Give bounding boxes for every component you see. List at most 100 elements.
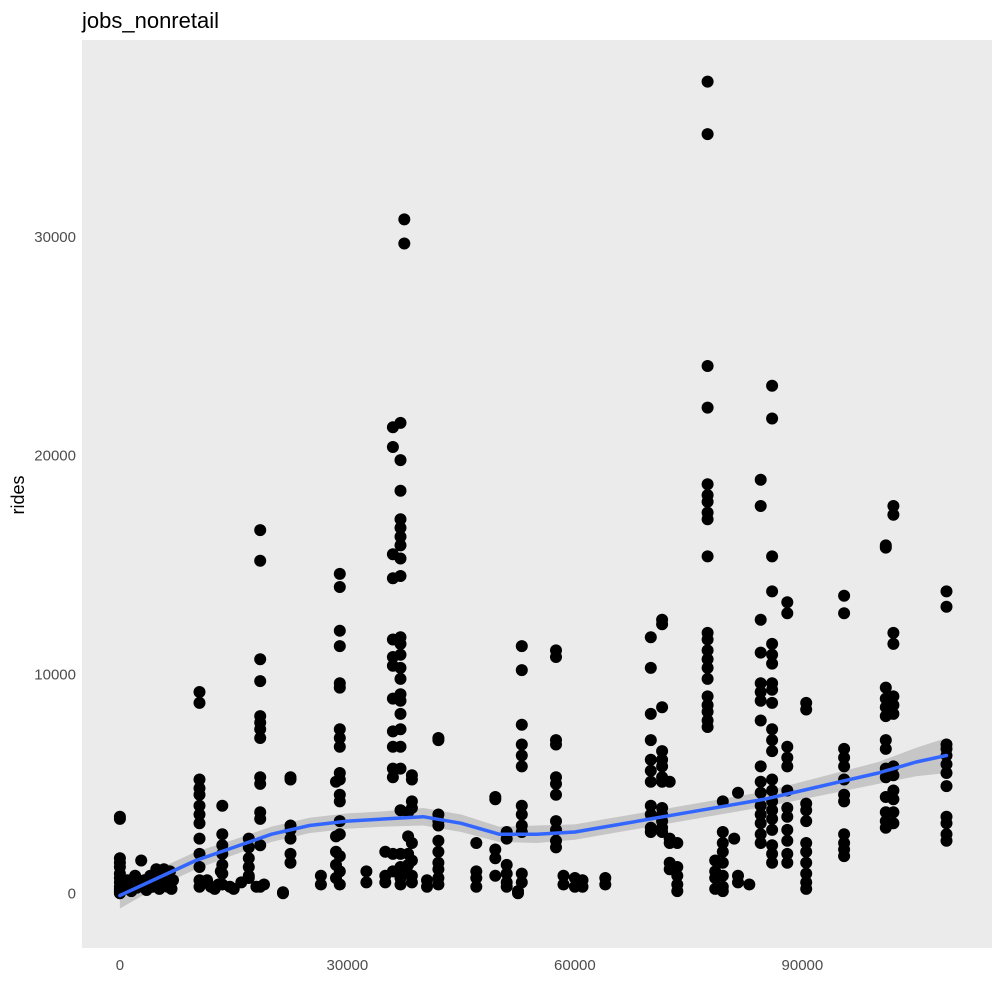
- data-point: [254, 732, 267, 744]
- data-point: [135, 854, 148, 867]
- data-point: [754, 828, 767, 841]
- data-point: [732, 876, 744, 889]
- y-axis-label: rides: [8, 475, 28, 514]
- data-point: [193, 861, 206, 873]
- y-tick-label: 10000: [34, 667, 76, 684]
- smooth-trend-line: [118, 753, 949, 898]
- data-point: [701, 653, 714, 666]
- data-point: [254, 812, 267, 825]
- data-point: [701, 550, 714, 563]
- data-point: [515, 738, 528, 751]
- data-point: [766, 723, 779, 736]
- data-point: [701, 633, 714, 646]
- data-point: [489, 852, 502, 865]
- data-point: [394, 762, 407, 775]
- data-point: [333, 723, 346, 736]
- data-point: [766, 847, 779, 860]
- data-point: [550, 651, 562, 663]
- data-point: [394, 530, 407, 543]
- data-point: [800, 815, 813, 828]
- data-point: [500, 867, 513, 880]
- smooth-line-layer: [118, 753, 949, 898]
- data-point: [644, 631, 657, 644]
- data-point: [333, 850, 346, 863]
- data-point: [940, 834, 953, 847]
- data-point: [716, 869, 729, 882]
- data-point: [781, 856, 794, 869]
- data-point: [701, 495, 714, 508]
- data-point: [379, 876, 392, 889]
- data-point: [887, 806, 900, 819]
- data-point: [701, 478, 714, 491]
- data-point: [887, 784, 900, 797]
- data-point: [754, 817, 767, 830]
- data-point: [254, 524, 267, 537]
- data-point: [887, 500, 900, 512]
- data-point: [500, 858, 513, 871]
- data-point: [766, 648, 779, 661]
- data-point: [781, 802, 794, 814]
- data-point: [394, 484, 407, 497]
- data-point: [644, 753, 657, 766]
- data-point: [394, 454, 407, 467]
- data-point: [800, 804, 813, 817]
- data-point: [405, 837, 418, 849]
- data-point: [940, 600, 953, 613]
- data-point: [515, 826, 528, 838]
- data-point: [394, 707, 407, 720]
- data-point: [515, 760, 528, 773]
- data-point: [800, 856, 813, 869]
- data-point: [216, 828, 229, 841]
- data-point: [671, 869, 684, 882]
- data-point: [333, 795, 346, 808]
- data-point: [284, 847, 297, 860]
- data-point: [405, 773, 418, 786]
- data-point: [550, 815, 562, 828]
- data-point: [193, 832, 206, 845]
- data-point: [394, 570, 407, 582]
- data-point: [701, 690, 714, 703]
- data-point: [766, 773, 779, 786]
- data-point: [800, 845, 813, 858]
- data-point: [193, 799, 206, 812]
- data-point: [766, 637, 779, 650]
- data-point: [887, 769, 900, 782]
- data-point: [394, 694, 407, 707]
- data-point: [940, 767, 953, 779]
- data-point: [193, 696, 206, 709]
- data-point: [254, 653, 267, 666]
- data-point: [644, 661, 657, 674]
- data-point: [754, 473, 767, 486]
- points-layer: [113, 75, 953, 900]
- data-point: [701, 360, 714, 372]
- x-tick-label: 90000: [782, 957, 824, 974]
- data-point: [489, 843, 502, 856]
- data-point: [879, 734, 892, 747]
- data-point: [470, 872, 483, 884]
- data-point: [754, 677, 767, 690]
- data-point: [716, 885, 729, 898]
- y-tick-label: 20000: [34, 448, 76, 465]
- data-point: [576, 880, 589, 893]
- data-point: [394, 552, 407, 565]
- data-point: [515, 867, 528, 880]
- data-point: [766, 734, 779, 747]
- data-point: [940, 585, 953, 598]
- data-point: [405, 854, 418, 867]
- data-point: [550, 738, 562, 751]
- y-tick-labels: 0 10000 20000 30000: [34, 229, 76, 902]
- data-point: [258, 878, 270, 891]
- data-point: [716, 826, 729, 838]
- x-tick-label: 0: [116, 957, 124, 974]
- data-point: [754, 646, 767, 659]
- data-point: [716, 845, 729, 858]
- data-point: [515, 664, 528, 677]
- data-point: [515, 718, 528, 731]
- data-point: [394, 521, 407, 534]
- data-point: [333, 878, 346, 891]
- data-point: [242, 852, 255, 865]
- data-point: [671, 861, 684, 873]
- data-point: [656, 701, 669, 714]
- data-point: [701, 513, 714, 526]
- data-point: [887, 637, 900, 650]
